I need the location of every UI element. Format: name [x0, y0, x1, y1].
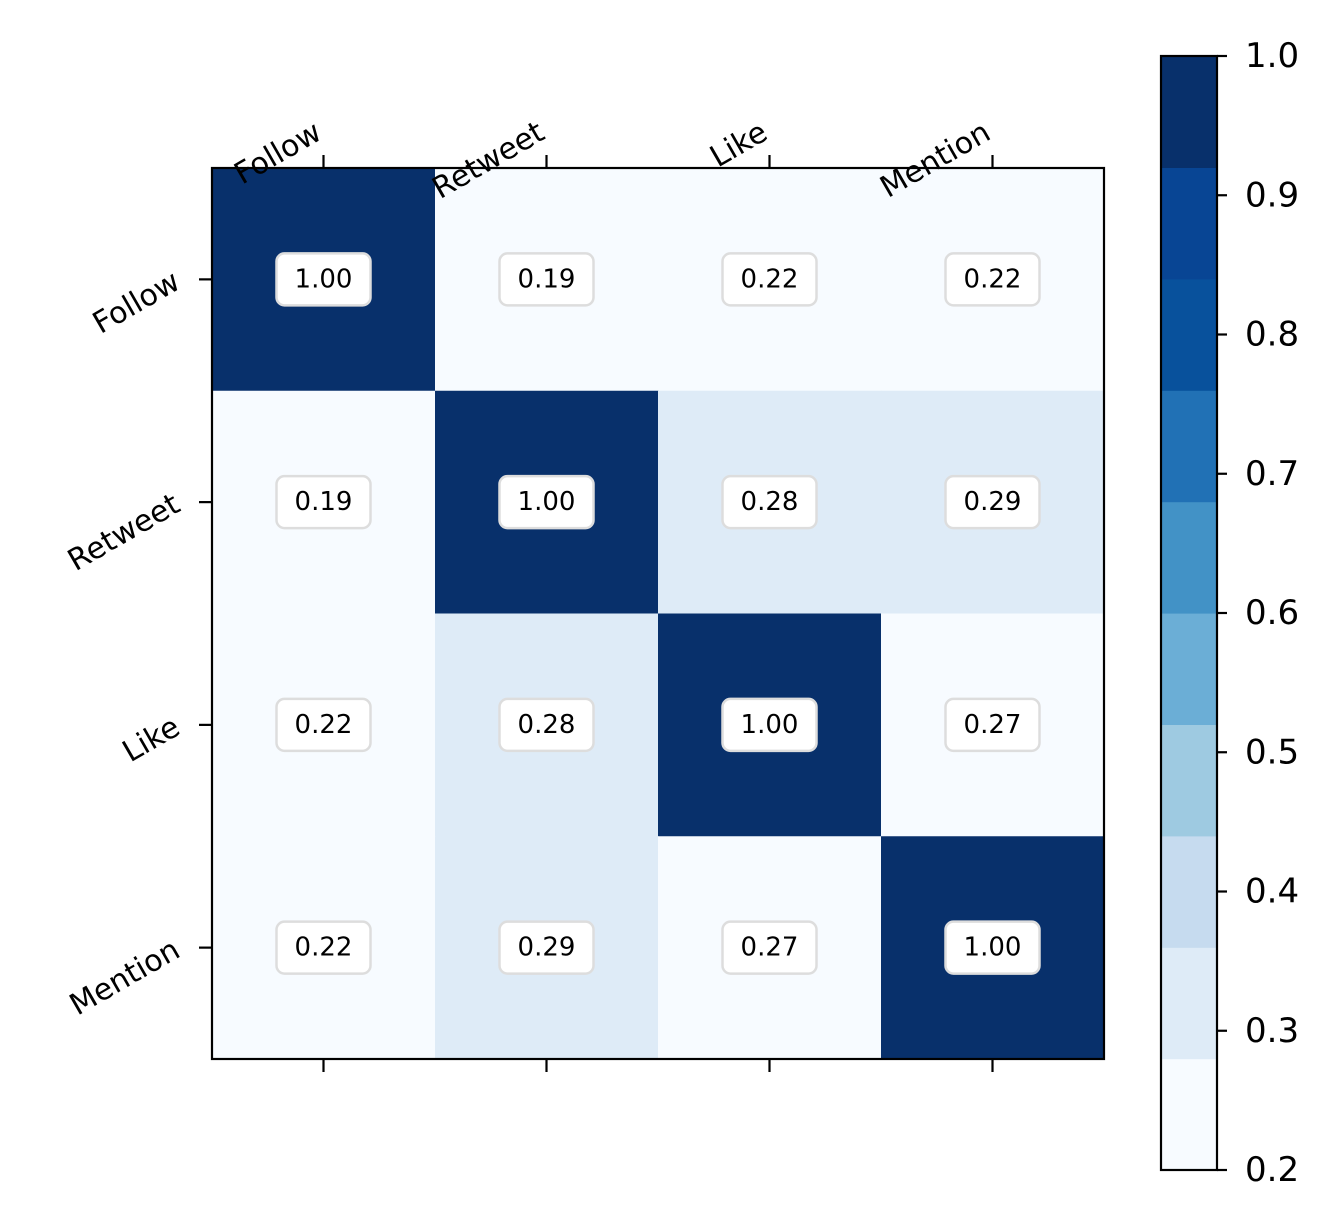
cell-label-box-0-1 — [498, 252, 595, 307]
colorbar-tick-label-1: 0.3 — [1245, 1011, 1299, 1051]
y-tick-label-mention: Mention — [64, 932, 186, 1023]
colorbar-tick-label-7: 0.9 — [1245, 175, 1299, 215]
x-tick-label-like: Like — [704, 115, 773, 175]
cell-value-label-1-1: 1.00 — [518, 487, 576, 517]
colorbar-tick-label-0: 0.2 — [1245, 1150, 1299, 1190]
colorbar-segment-3 — [1161, 724, 1217, 837]
cell-label-box-2-1 — [498, 697, 595, 753]
colorbar-segment-8 — [1161, 167, 1217, 280]
cell-label-box-0-3 — [944, 252, 1041, 307]
cell-label-box-3-0 — [275, 920, 372, 975]
heatmap-frame — [210, 166, 1106, 1061]
cell-label-box-2-2 — [721, 697, 818, 753]
colorbar-segment-6 — [1161, 390, 1217, 503]
y-axis: Follow Retweet Like Mention — [62, 264, 212, 1023]
cell-value-label-3-1: 0.29 — [518, 933, 576, 963]
cell-value-label-0-0: 1.00 — [295, 264, 353, 294]
cell-label-box-1-3 — [944, 474, 1041, 530]
cell-label-box-0-0 — [275, 252, 372, 307]
cell-value-label-2-0: 0.22 — [295, 710, 353, 740]
cell-label-box-0-2 — [721, 252, 818, 307]
colorbar-segment-4 — [1161, 613, 1217, 725]
cell-label-box-3-2 — [721, 920, 818, 975]
cell-value-label-1-2: 0.28 — [741, 487, 799, 517]
cell-value-label-3-0: 0.22 — [295, 933, 353, 963]
colorbar-segment-0 — [1161, 1058, 1217, 1171]
cell-label-box-2-3 — [944, 697, 1041, 753]
cell-value-label-3-2: 0.27 — [741, 933, 799, 963]
cell-value-label-1-3: 0.29 — [964, 487, 1022, 517]
colorbar-segment-2 — [1161, 835, 1217, 948]
cell-value-label-0-3: 0.22 — [964, 264, 1022, 294]
cell-label-box-3-1 — [498, 920, 595, 975]
colorbar-tick-label-5: 0.7 — [1245, 454, 1299, 494]
colorbar-tick-label-2: 0.4 — [1245, 872, 1299, 912]
cell-value-label-1-0: 0.19 — [295, 487, 353, 517]
colorbar-segment-9 — [1161, 56, 1217, 168]
colorbar-segment-7 — [1161, 278, 1217, 391]
colorbar-tick-label-8: 1.0 — [1245, 36, 1299, 76]
cell-label-box-1-0 — [275, 474, 372, 530]
colorbar: 0.2 0.3 0.4 0.5 0.6 0.7 0.8 0.9 1.0 — [1159, 36, 1299, 1190]
colorbar-tick-label-4: 0.6 — [1245, 593, 1299, 633]
cell-value-label-2-2: 1.00 — [741, 710, 799, 740]
colorbar-segment-5 — [1161, 501, 1217, 614]
cell-label-box-2-0 — [275, 697, 372, 753]
y-tick-label-follow: Follow — [87, 264, 186, 341]
cell-value-label-0-1: 0.19 — [518, 264, 576, 294]
colorbar-tick-label-3: 0.5 — [1245, 732, 1299, 772]
cell-label-box-3-3 — [944, 920, 1041, 975]
cell-value-label-3-3: 1.00 — [964, 933, 1022, 963]
colorbar-segment-1 — [1161, 947, 1217, 1060]
cell-value-label-0-2: 0.22 — [741, 264, 799, 294]
heatmap-cells — [212, 168, 1105, 1060]
cell-value-label-2-3: 0.27 — [964, 710, 1022, 740]
colorbar-tick-label-6: 0.8 — [1245, 315, 1299, 355]
cell-value-label-2-1: 0.28 — [518, 710, 576, 740]
heatmap-cell-labels: 1.00 0.19 0.22 0.22 0.19 1.00 0.28 0.29 0.22 0.28… — [275, 252, 1041, 975]
cell-label-box-1-2 — [721, 474, 818, 530]
y-tick-label-retweet: Retweet — [62, 487, 186, 579]
y-tick-label-like: Like — [117, 709, 186, 769]
cell-label-box-1-1 — [498, 474, 595, 530]
x-axis-bottom-ticks — [322, 1059, 994, 1072]
